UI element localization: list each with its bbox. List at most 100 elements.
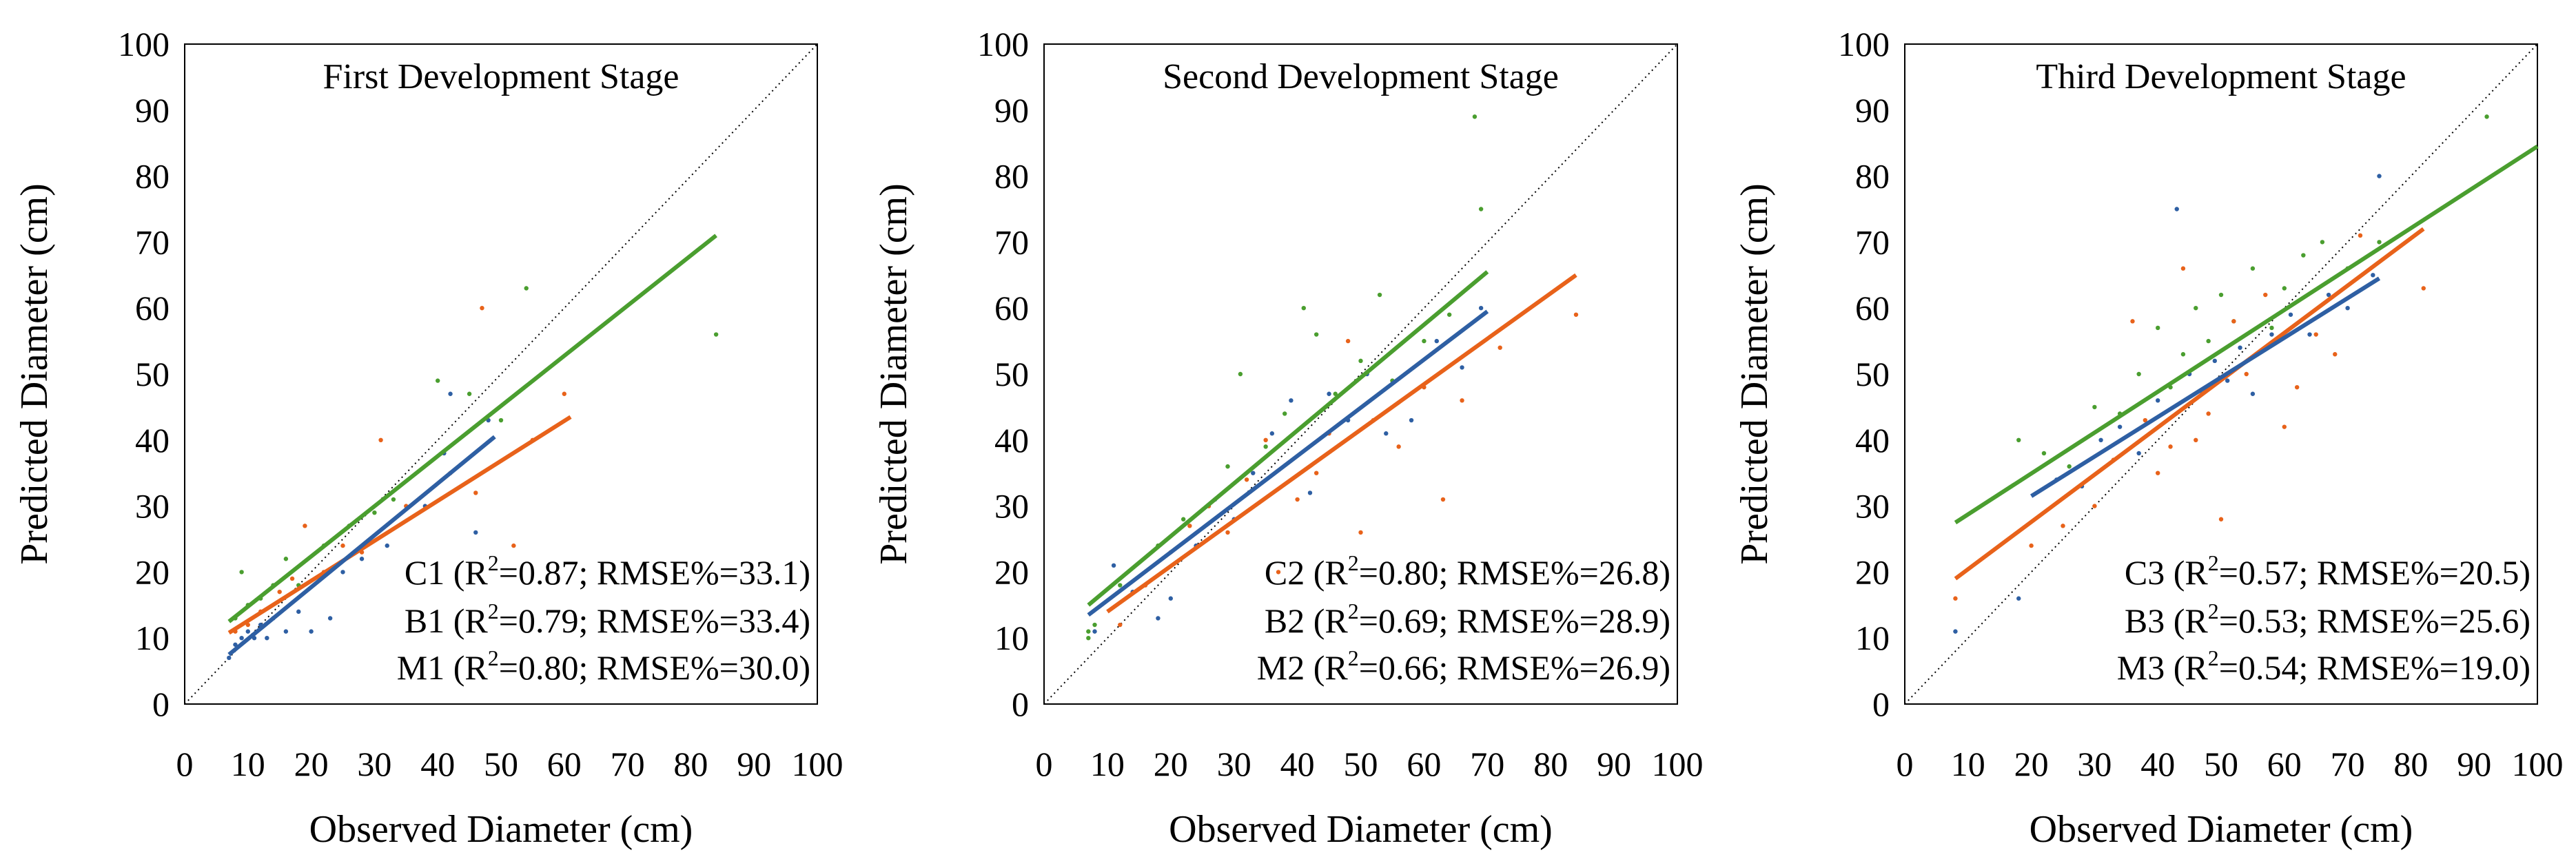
data-point-b3 [2282, 424, 2287, 429]
y-tick-label: 30 [1855, 487, 1890, 526]
data-point-b3 [2092, 504, 2097, 508]
data-point-b2 [1345, 338, 1351, 344]
data-point-b3 [2029, 543, 2034, 548]
y-tick-label: 70 [994, 223, 1029, 261]
data-point-b2 [1396, 444, 1401, 449]
data-point-c3 [2282, 286, 2287, 291]
data-point-c3 [2301, 253, 2306, 258]
data-point-b3 [2206, 411, 2211, 416]
data-point-m3 [2238, 345, 2242, 350]
data-point-c1 [524, 286, 529, 291]
data-point-m3 [2307, 332, 2312, 337]
data-point-c3 [2484, 114, 2489, 119]
data-point-m2 [1307, 490, 1313, 495]
chart-panel-1: 0 10 20 30 40 50 60 70 80 90 100 0 10 20 30 40 50 60 70 80 9… [13, 25, 844, 851]
x-tick-label: 30 [1217, 745, 1251, 783]
data-point-m2 [1289, 398, 1294, 403]
y-tick-label: 30 [135, 487, 170, 526]
fit-line-m2 [1087, 309, 1489, 617]
data-point-m1 [245, 629, 250, 634]
data-point-c3 [2320, 240, 2325, 245]
data-point-b2 [1244, 477, 1249, 482]
data-point-m2 [1384, 431, 1389, 436]
fit-line-m3 [2030, 276, 2381, 498]
data-point-m1 [385, 543, 389, 548]
data-point-b1 [340, 543, 345, 548]
data-point-b3 [2143, 417, 2148, 423]
y-tick-label: 70 [1855, 223, 1890, 261]
data-point-b3 [2263, 292, 2268, 298]
data-point-b3 [2180, 266, 2186, 271]
data-point-c1 [713, 332, 719, 337]
data-point-m2 [1156, 616, 1161, 621]
x-tick-label: 10 [231, 745, 265, 783]
y-tick-label: 10 [135, 619, 170, 657]
y-axis-label: Predicted Diameter (cm) [1733, 183, 1776, 565]
y-tick-label: 20 [1855, 552, 1890, 591]
x-tick-label: 10 [1951, 745, 1985, 783]
data-point-b1 [277, 589, 282, 595]
data-point-m2 [1478, 306, 1484, 311]
data-point-b1 [562, 391, 566, 396]
data-point-m2 [1251, 471, 1256, 475]
plot-frame [1904, 43, 2538, 705]
y-tick-label: 0 [1872, 685, 1890, 723]
y-tick-label: 70 [135, 223, 170, 261]
x-tick-label: 60 [1407, 745, 1441, 783]
y-tick-label: 100 [118, 25, 170, 63]
data-point-b3 [2061, 524, 2065, 528]
x-tick-label: 10 [1090, 745, 1125, 783]
stats-annotation-c3: C3 (R2=0.57; RMSE%=20.5) [2125, 550, 2531, 592]
data-point-b2 [1573, 312, 1579, 317]
data-point-b3 [2194, 437, 2198, 442]
data-point-c2 [1282, 411, 1287, 416]
data-point-m3 [2174, 207, 2179, 211]
y-tick-label: 50 [1855, 355, 1890, 393]
data-point-m1 [283, 629, 289, 634]
x-tick-label: 0 [1897, 745, 1914, 783]
x-tick-label: 100 [2512, 745, 2564, 783]
fit-line-c3 [1954, 144, 2539, 525]
data-point-c3 [2218, 292, 2224, 298]
data-point-c1 [283, 557, 289, 561]
data-point-c1 [391, 497, 396, 502]
data-point-c3 [2092, 404, 2097, 410]
data-point-c2 [1313, 332, 1319, 337]
data-point-c2 [1422, 338, 1427, 344]
data-point-b2 [1225, 530, 1230, 535]
data-point-c3 [2194, 306, 2198, 311]
data-point-m1 [340, 570, 345, 575]
data-point-b2 [1276, 570, 1281, 575]
data-point-m3 [1953, 629, 1958, 634]
data-point-b3 [2313, 332, 2318, 337]
data-point-m1 [359, 557, 365, 561]
data-point-m3 [2269, 332, 2274, 337]
x-tick-label: 20 [2014, 745, 2049, 783]
data-point-m2 [1092, 629, 1097, 634]
data-point-b2 [1118, 622, 1123, 628]
y-tick-label: 90 [135, 91, 170, 130]
data-point-m3 [2345, 306, 2350, 311]
x-tick-label: 100 [1652, 745, 1704, 783]
data-point-m3 [2377, 174, 2382, 178]
data-point-c3 [2067, 464, 2072, 469]
fit-line-c2 [1087, 270, 1489, 607]
data-point-c3 [2136, 371, 2141, 377]
y-tick-label: 60 [135, 289, 170, 327]
data-point-b3 [2333, 352, 2338, 357]
data-point-m2 [1168, 596, 1174, 601]
y-tick-label: 60 [1855, 289, 1890, 327]
data-point-c2 [1238, 371, 1243, 377]
data-point-c3 [2269, 325, 2274, 331]
plot-frame [1043, 43, 1678, 705]
chart-panel-2: 0 10 20 30 40 50 60 70 80 90 100 0 10 20 30 40 50 60 70 80 9… [872, 25, 1704, 851]
y-tick-label: 10 [1855, 619, 1890, 657]
data-point-c3 [2156, 325, 2160, 331]
data-point-m3 [2136, 451, 2141, 456]
data-point-m2 [1409, 417, 1414, 423]
data-point-b1 [303, 524, 307, 528]
data-point-b2 [1187, 524, 1192, 528]
data-point-c2 [1472, 114, 1478, 119]
data-point-c2 [1092, 622, 1097, 628]
chart-title: Second Development Stage [1163, 57, 1559, 96]
